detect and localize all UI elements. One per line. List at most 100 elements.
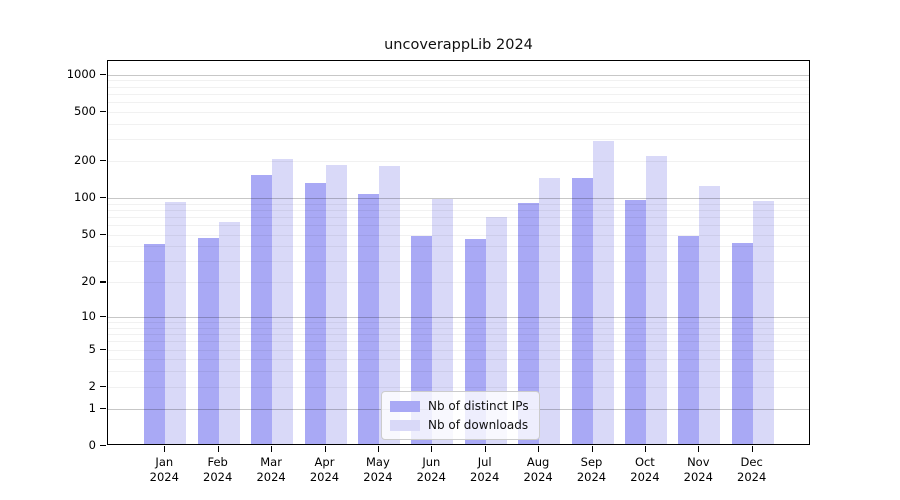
bar-feb-distinct-ips <box>197 238 219 444</box>
minor-gridline <box>108 341 809 343</box>
x-tick <box>698 446 700 452</box>
legend-swatch-downloads <box>390 419 420 431</box>
legend: Nb of distinct IPs Nb of downloads <box>381 391 540 440</box>
bar-feb-downloads <box>218 222 240 444</box>
chart-title: uncoverappLib 2024 <box>384 37 533 53</box>
x-tick <box>324 446 326 452</box>
bar-jul-downloads <box>485 217 507 444</box>
legend-swatch-distinct-ips <box>390 400 420 412</box>
y-tick-label: 200 <box>74 152 96 167</box>
x-tick <box>538 446 540 452</box>
y-tick-label: 20 <box>81 274 96 289</box>
bar-sep-downloads <box>592 140 614 444</box>
bar-nov-downloads <box>699 185 721 444</box>
legend-item-distinct-ips: Nb of distinct IPs <box>390 399 529 413</box>
major-gridline <box>108 317 809 319</box>
x-tick <box>751 446 753 452</box>
minor-gridline <box>108 334 809 336</box>
minor-gridline <box>108 225 809 227</box>
bar-aug-downloads <box>539 178 561 444</box>
x-tick-label-feb: Feb 2024 <box>203 455 233 484</box>
bar-may-downloads <box>378 165 400 444</box>
minor-gridline <box>108 111 809 113</box>
major-gridline <box>108 74 809 76</box>
bar-mar-distinct-ips <box>251 175 273 444</box>
minor-gridline <box>108 322 809 324</box>
y-tick-label: 0 <box>88 438 96 452</box>
legend-item-downloads: Nb of downloads <box>390 418 529 432</box>
y-tick <box>100 281 106 283</box>
y-tick-label: 500 <box>74 103 96 118</box>
x-tick <box>431 446 433 452</box>
minor-gridline <box>108 386 809 388</box>
bar-oct-downloads <box>645 156 667 444</box>
y-tick <box>100 316 106 318</box>
plot-area <box>107 60 810 445</box>
x-tick-label-oct: Oct 2024 <box>630 455 660 484</box>
y-tick <box>100 385 106 388</box>
bar-jan-downloads <box>165 201 187 444</box>
bar-apr-distinct-ips <box>304 182 326 444</box>
bar-aug-distinct-ips <box>518 203 540 444</box>
x-tick-label-jun: Jun 2024 <box>416 455 446 484</box>
y-tick <box>100 233 106 235</box>
bar-jan-distinct-ips <box>144 244 166 444</box>
x-tick-label-apr: Apr 2024 <box>309 455 340 484</box>
bar-oct-distinct-ips <box>624 200 646 444</box>
minor-gridline <box>108 102 809 104</box>
y-tick <box>100 445 106 447</box>
y-tick-label: 1000 <box>66 66 96 81</box>
x-tick <box>271 446 273 452</box>
y-tick-label: 100 <box>74 189 96 204</box>
y-tick-label: 2 <box>88 378 96 393</box>
bar-dec-downloads <box>752 200 774 444</box>
y-tick <box>100 110 106 113</box>
minor-gridline <box>108 327 809 329</box>
x-tick <box>484 446 486 452</box>
y-tick <box>100 73 106 75</box>
minor-gridline <box>108 139 809 141</box>
x-tick-label-dec: Dec 2024 <box>737 455 767 484</box>
x-tick-label-jan: Jan 2024 <box>149 455 179 484</box>
bar-nov-distinct-ips <box>678 235 700 444</box>
bar-apr-downloads <box>325 165 347 444</box>
bar-mar-downloads <box>272 158 294 444</box>
minor-gridline <box>108 349 809 351</box>
y-tick-label: 5 <box>88 341 96 356</box>
y-tick-label: 1 <box>88 400 96 415</box>
minor-gridline <box>108 160 809 162</box>
y-tick <box>100 348 106 350</box>
legend-label-distinct-ips: Nb of distinct IPs <box>428 399 529 413</box>
legend-label-downloads: Nb of downloads <box>428 418 529 432</box>
y-tick-label: 10 <box>81 309 96 324</box>
x-tick-label-nov: Nov 2024 <box>683 455 713 484</box>
major-gridline <box>108 197 809 199</box>
x-tick <box>164 446 166 452</box>
minor-gridline <box>108 216 809 218</box>
bar-jun-downloads <box>432 198 454 444</box>
minor-gridline <box>108 93 809 95</box>
y-tick <box>100 159 106 162</box>
minor-gridline <box>108 371 809 373</box>
x-tick <box>377 446 380 452</box>
minor-gridline <box>108 86 809 88</box>
bar-dec-distinct-ips <box>731 243 753 444</box>
x-tick-label-jul: Jul 2024 <box>470 455 500 484</box>
bar-may-distinct-ips <box>357 193 379 444</box>
minor-gridline <box>108 261 809 263</box>
y-tick <box>100 407 106 409</box>
y-tick-label: 50 <box>81 226 96 241</box>
minor-gridline <box>108 123 809 125</box>
x-tick-label-sep: Sep 2024 <box>576 455 607 484</box>
minor-gridline <box>108 80 809 82</box>
bar-sep-distinct-ips <box>571 178 593 444</box>
minor-gridline <box>108 234 809 236</box>
minor-gridline <box>108 359 809 361</box>
x-tick-label-aug: Aug 2024 <box>523 455 553 484</box>
minor-gridline <box>108 246 809 248</box>
minor-gridline <box>108 209 809 211</box>
x-tick-label-mar: Mar 2024 <box>256 455 286 484</box>
minor-gridline <box>108 203 809 205</box>
x-tick-label-may: May 2024 <box>363 455 393 484</box>
